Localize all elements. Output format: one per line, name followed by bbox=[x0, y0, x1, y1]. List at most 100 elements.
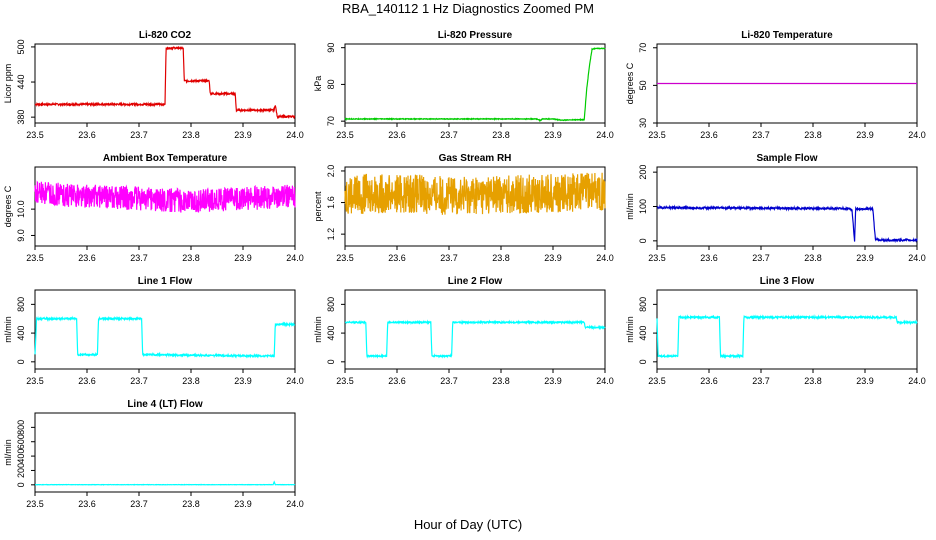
panel-3-x-tick-label: 23.9 bbox=[856, 130, 874, 140]
panel-9-x-tick-label: 24.0 bbox=[908, 376, 926, 386]
panel-6-x-tick-label: 23.5 bbox=[648, 253, 666, 263]
panel-1-title: Li-820 CO2 bbox=[139, 30, 192, 41]
panel-6-title: Sample Flow bbox=[756, 153, 817, 164]
panel-4-x-tick-label: 23.5 bbox=[26, 253, 44, 263]
panel-4-x-tick-label: 23.9 bbox=[234, 253, 252, 263]
panel-6-y-tick-label: 0 bbox=[638, 238, 648, 243]
panel-5-x-tick-label: 23.9 bbox=[544, 253, 562, 263]
panel-9-y-tick-label: 400 bbox=[638, 326, 648, 341]
panel-8-x-tick-label: 23.7 bbox=[440, 376, 458, 386]
panel-7-y-tick-label: 400 bbox=[16, 326, 26, 341]
panel-6-y-tick-label: 200 bbox=[638, 165, 648, 180]
panel-9-y-axis-label: ml/min bbox=[625, 316, 635, 343]
panel-5-x-tick-label: 23.5 bbox=[336, 253, 354, 263]
panel-10-y-tick-label: 800 bbox=[16, 420, 26, 435]
panel-10-x-tick-label: 23.9 bbox=[234, 499, 252, 509]
panel-6-frame bbox=[656, 166, 918, 247]
panel-2-x-tick-label: 23.7 bbox=[440, 130, 458, 140]
panel-6-x-tick-label: 24.0 bbox=[908, 253, 926, 263]
panel-3-y-axis-label: degrees C bbox=[625, 62, 635, 104]
panel-8-x-tick-label: 24.0 bbox=[596, 376, 614, 386]
panel-8-y-tick-label: 400 bbox=[326, 326, 336, 341]
panel-1-x-tick-label: 23.9 bbox=[234, 130, 252, 140]
panel-1-x-tick-label: 23.6 bbox=[78, 130, 96, 140]
panel-10-title: Line 4 (LT) Flow bbox=[127, 399, 203, 410]
panel-8-frame bbox=[344, 289, 606, 370]
panel-7-y-tick-label: 800 bbox=[16, 297, 26, 312]
panel-9-x-tick-label: 23.9 bbox=[856, 376, 874, 386]
panel-9-frame bbox=[656, 289, 918, 370]
panel-3-title: Li-820 Temperature bbox=[741, 30, 833, 41]
panel-10-series-line bbox=[34, 480, 296, 486]
panel-3-x-tick-label: 24.0 bbox=[908, 130, 926, 140]
panel-3-x-tick-label: 23.7 bbox=[752, 130, 770, 140]
panel-2-x-tick-label: 23.6 bbox=[388, 130, 406, 140]
panel-8-y-tick-label: 0 bbox=[326, 359, 336, 364]
panel-7-y-axis-label: ml/min bbox=[3, 316, 13, 343]
panel-9-x-tick-label: 23.8 bbox=[804, 376, 822, 386]
panel-1-x-tick-label: 23.5 bbox=[26, 130, 44, 140]
panel-4-series-line bbox=[34, 180, 296, 213]
panel-7-title: Line 1 Flow bbox=[138, 276, 193, 287]
panel-7-x-tick-label: 23.5 bbox=[26, 376, 44, 386]
panel-7-y-tick-label: 0 bbox=[16, 359, 26, 364]
panel-2-series-line bbox=[344, 47, 606, 123]
panel-6-x-tick-label: 23.8 bbox=[804, 253, 822, 263]
panel-3-y-tick-label: 70 bbox=[638, 43, 648, 53]
panel-9-title: Line 3 Flow bbox=[760, 276, 815, 287]
panel-3-y-tick-label: 30 bbox=[638, 118, 648, 128]
panel-4-x-tick-label: 24.0 bbox=[286, 253, 304, 263]
panel-10-y-axis-label: ml/min bbox=[3, 439, 13, 466]
figure-x-axis-label: Hour of Day (UTC) bbox=[413, 517, 523, 532]
panel-6-x-tick-label: 23.7 bbox=[752, 253, 770, 263]
panel-6-x-tick-label: 23.6 bbox=[700, 253, 718, 263]
panel-1-x-tick-label: 24.0 bbox=[286, 130, 304, 140]
panel-9-y-tick-label: 0 bbox=[638, 359, 648, 364]
panel-2-x-tick-label: 23.5 bbox=[336, 130, 354, 140]
panel-9-x-tick-label: 23.5 bbox=[648, 376, 666, 386]
panel-3-x-tick-label: 23.6 bbox=[700, 130, 718, 140]
panel-5-series-line bbox=[344, 172, 606, 215]
panel-7-x-tick-label: 23.9 bbox=[234, 376, 252, 386]
panel-1-x-tick-label: 23.8 bbox=[182, 130, 200, 140]
panel-2-x-tick-label: 23.8 bbox=[492, 130, 510, 140]
panel-5-x-tick-label: 23.8 bbox=[492, 253, 510, 263]
panel-4-title: Ambient Box Temperature bbox=[103, 153, 228, 164]
panel-5-x-tick-label: 24.0 bbox=[596, 253, 614, 263]
panel-5-y-tick-label: 1.6 bbox=[326, 196, 336, 209]
panel-10-frame bbox=[34, 412, 296, 493]
panel-9-x-tick-label: 23.6 bbox=[700, 376, 718, 386]
panel-1-y-axis-label: Licor ppm bbox=[3, 64, 13, 104]
panel-8-x-tick-label: 23.6 bbox=[388, 376, 406, 386]
panel-2-y-tick-label: 80 bbox=[326, 79, 336, 89]
panel-3-x-tick-label: 23.8 bbox=[804, 130, 822, 140]
panel-10-y-tick-label: 600 bbox=[16, 434, 26, 449]
panel-10-x-tick-label: 24.0 bbox=[286, 499, 304, 509]
panel-1-frame bbox=[34, 43, 296, 124]
panel-8-title: Line 2 Flow bbox=[448, 276, 503, 287]
panel-9-series-line bbox=[656, 314, 918, 360]
panel-10-x-tick-label: 23.8 bbox=[182, 499, 200, 509]
panel-7-frame bbox=[34, 289, 296, 370]
panel-4-x-tick-label: 23.6 bbox=[78, 253, 96, 263]
panel-10-x-tick-label: 23.6 bbox=[78, 499, 96, 509]
panel-7-x-tick-label: 24.0 bbox=[286, 376, 304, 386]
panel-2-title: Li-820 Pressure bbox=[438, 30, 513, 41]
panel-4-y-tick-label: 10.0 bbox=[16, 200, 26, 218]
panel-5-title: Gas Stream RH bbox=[439, 153, 512, 164]
panel-5-y-tick-label: 1.2 bbox=[326, 228, 336, 241]
panel-5-x-tick-label: 23.7 bbox=[440, 253, 458, 263]
panel-4-x-tick-label: 23.8 bbox=[182, 253, 200, 263]
panel-6-y-tick-label: 100 bbox=[638, 199, 648, 214]
panel-9-x-tick-label: 23.7 bbox=[752, 376, 770, 386]
panel-4-y-tick-label: 9.0 bbox=[16, 229, 26, 242]
panel-10-y-tick-label: 0 bbox=[16, 482, 26, 487]
panel-10-y-tick-label: 400 bbox=[16, 449, 26, 464]
panel-10-x-tick-label: 23.5 bbox=[26, 499, 44, 509]
panel-8-x-tick-label: 23.5 bbox=[336, 376, 354, 386]
panel-8-series-line bbox=[344, 319, 606, 359]
panel-8-x-tick-label: 23.8 bbox=[492, 376, 510, 386]
panel-10-y-tick-label: 200 bbox=[16, 463, 26, 478]
panel-1-x-tick-label: 23.7 bbox=[130, 130, 148, 140]
